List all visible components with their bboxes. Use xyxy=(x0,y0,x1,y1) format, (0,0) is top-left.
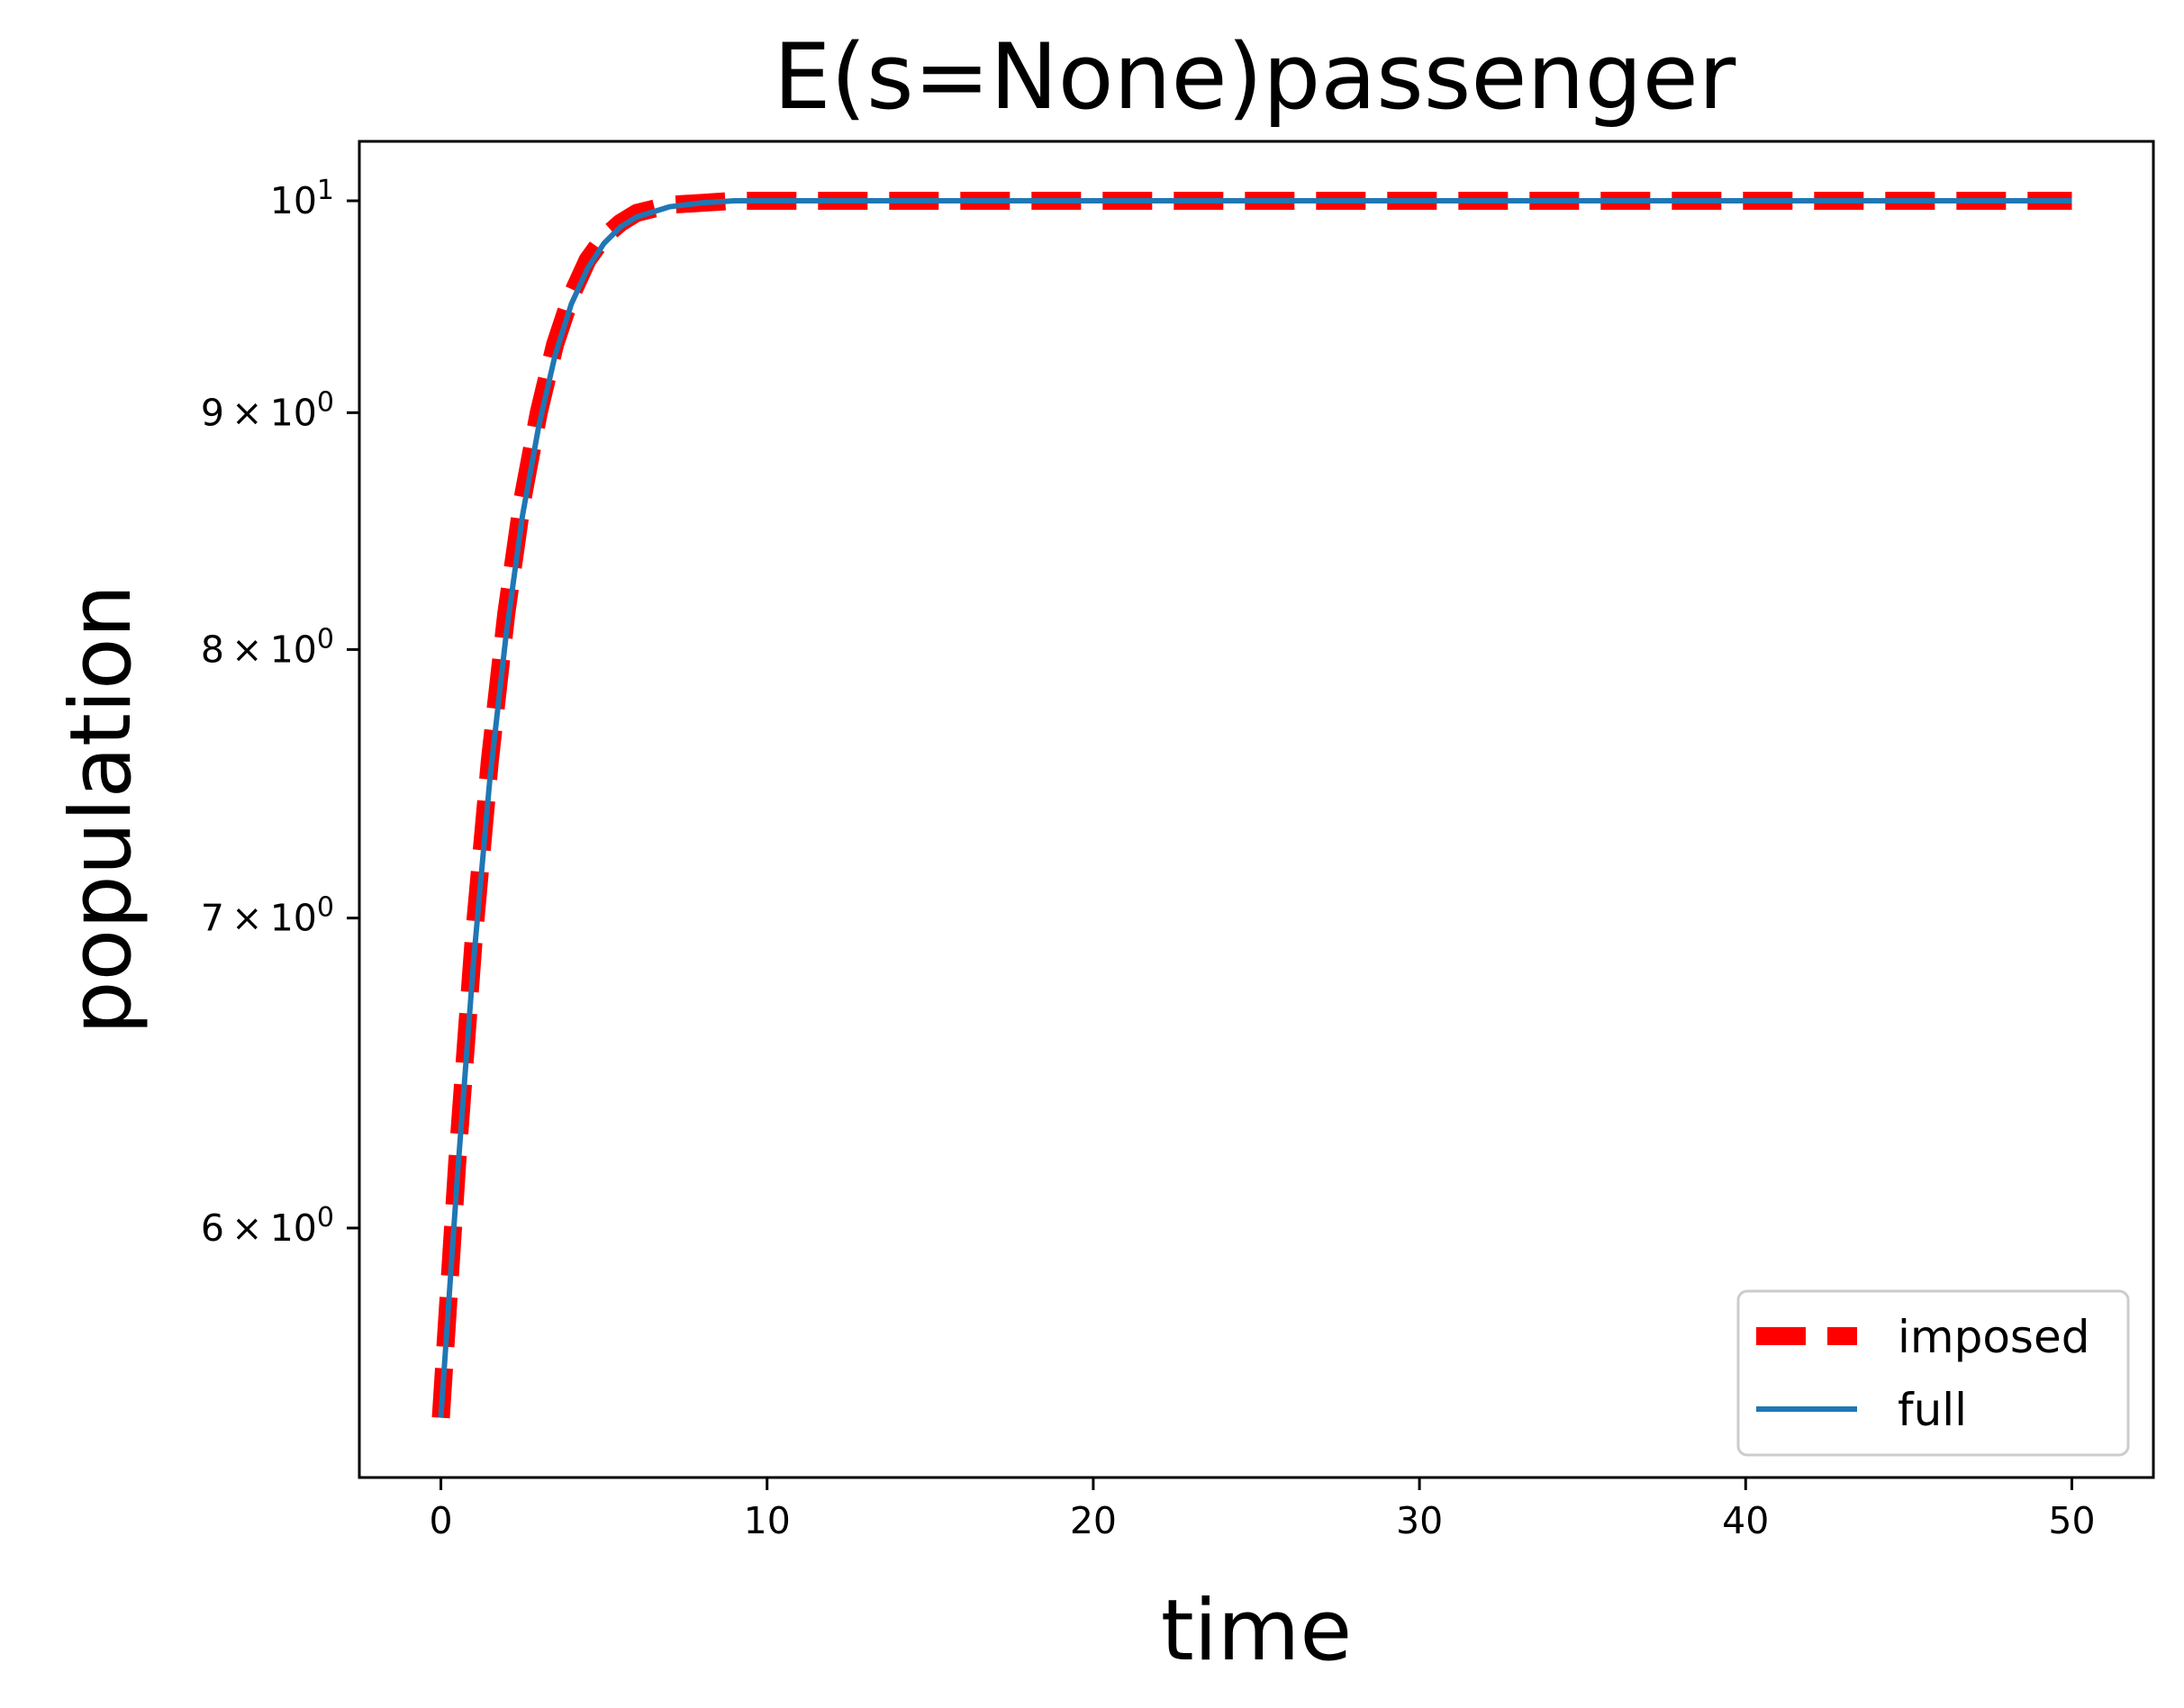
x-tick-label: 0 xyxy=(429,1499,452,1542)
y-tick-label: 7 × 100 xyxy=(201,892,334,940)
legend: imposed full xyxy=(1736,1289,2130,1457)
y-tick-label: 8 × 100 xyxy=(201,623,334,671)
x-tick-label: 20 xyxy=(1070,1499,1117,1542)
chart-title: E(s=None)passenger xyxy=(774,23,1736,130)
y-tick-label: 101 xyxy=(270,175,334,222)
y-tick-label: 6 × 100 xyxy=(201,1202,334,1250)
legend-label-full: full xyxy=(1898,1384,1967,1436)
x-axis: 0 10 20 30 40 50 xyxy=(429,1478,2096,1542)
x-tick-label: 50 xyxy=(2048,1499,2095,1542)
plot-area-frame xyxy=(358,140,2155,1479)
plot-lines xyxy=(431,192,2072,1419)
x-axis-label: time xyxy=(1161,1582,1352,1680)
y-axis-label: population xyxy=(52,584,150,1035)
x-tick-label: 10 xyxy=(744,1499,791,1542)
y-tick-label: 9 × 100 xyxy=(201,386,334,434)
x-tick-label: 30 xyxy=(1396,1499,1443,1542)
legend-label-imposed: imposed xyxy=(1898,1311,2089,1363)
series-line-full xyxy=(438,198,2072,1418)
x-tick-label: 40 xyxy=(1722,1499,1769,1542)
y-axis: 101 9 × 100 8 × 100 7 × 100 6 × 100 xyxy=(201,175,359,1250)
